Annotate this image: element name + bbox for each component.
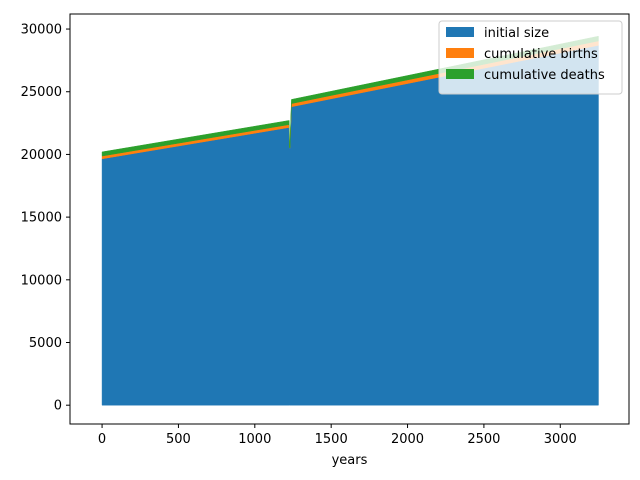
legend-label-initial-size: initial size xyxy=(484,26,549,41)
y-tick-label: 20000 xyxy=(21,148,62,163)
axes-frame xyxy=(69,13,630,425)
x-tick-label: 500 xyxy=(166,432,191,447)
x-tick-label: 3000 xyxy=(544,432,577,447)
y-tick-label: 25000 xyxy=(21,85,62,100)
legend-label-cumulative-deaths: cumulative deaths xyxy=(484,68,605,83)
legend-box xyxy=(438,20,623,95)
y-tick-label: 5000 xyxy=(29,336,62,351)
legend-swatch-initial-size xyxy=(446,27,474,37)
legend-swatch-cumulative-births xyxy=(446,48,474,58)
legend: initial size cumulative births cumulativ… xyxy=(438,20,623,95)
legend-label-cumulative-births: cumulative births xyxy=(484,47,598,62)
x-tick-label: 1500 xyxy=(315,432,348,447)
legend-swatch-cumulative-deaths xyxy=(446,69,474,79)
x-axis-label: years xyxy=(332,453,368,468)
x-tick-label: 1000 xyxy=(238,432,271,447)
x-tick-label: 2500 xyxy=(467,432,500,447)
x-tick-label: 0 xyxy=(98,432,106,447)
y-tick-label: 0 xyxy=(54,399,62,414)
y-tick-label: 15000 xyxy=(21,211,62,226)
x-tick-label: 2000 xyxy=(391,432,424,447)
y-tick-label: 30000 xyxy=(21,23,62,38)
y-tick-label: 10000 xyxy=(21,273,62,288)
